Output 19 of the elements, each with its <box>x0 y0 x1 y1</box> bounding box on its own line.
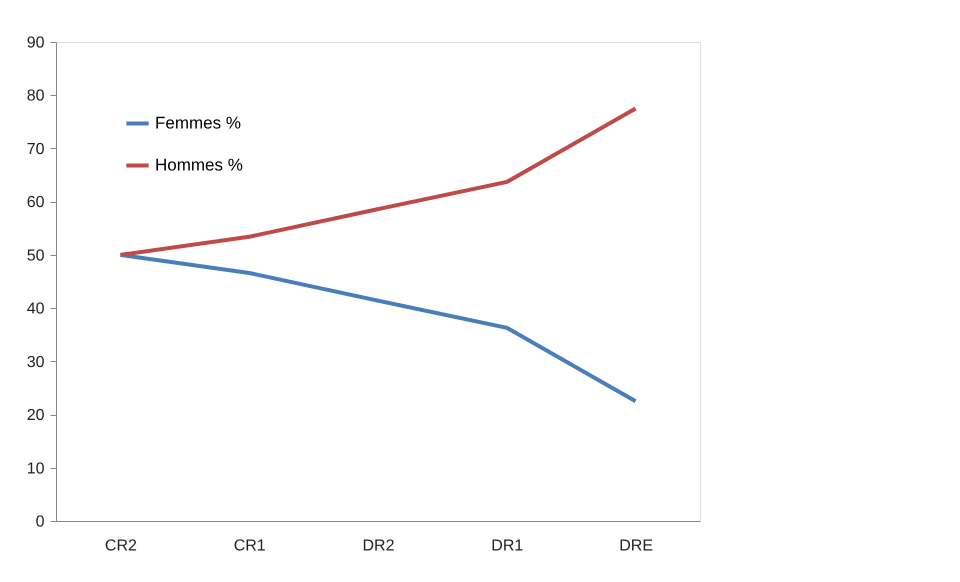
line-series <box>118 106 638 257</box>
x-tick-label: DR1 <box>491 538 524 554</box>
y-tick-label: 50 <box>26 247 45 264</box>
line-series <box>118 252 638 404</box>
y-tick-label: 20 <box>26 407 45 424</box>
y-tick-label: 60 <box>26 194 45 212</box>
y-tick-label: 40 <box>26 300 45 318</box>
y-tick-label: 90 <box>26 34 45 52</box>
x-tick-label: CR2 <box>104 538 137 554</box>
y-tick-label: 0 <box>36 514 45 530</box>
x-tick-label: DR2 <box>362 538 395 554</box>
y-tick-label: 80 <box>26 88 45 105</box>
y-tick-label: 30 <box>26 354 45 371</box>
legend-label: Hommes % <box>155 156 243 174</box>
y-tick-label: 10 <box>26 460 45 478</box>
x-tick-label: CR1 <box>234 538 266 554</box>
legend-label: Femmes % <box>155 114 241 132</box>
y-tick-label: 70 <box>26 140 45 158</box>
x-tick-label: DRE <box>619 538 653 554</box>
